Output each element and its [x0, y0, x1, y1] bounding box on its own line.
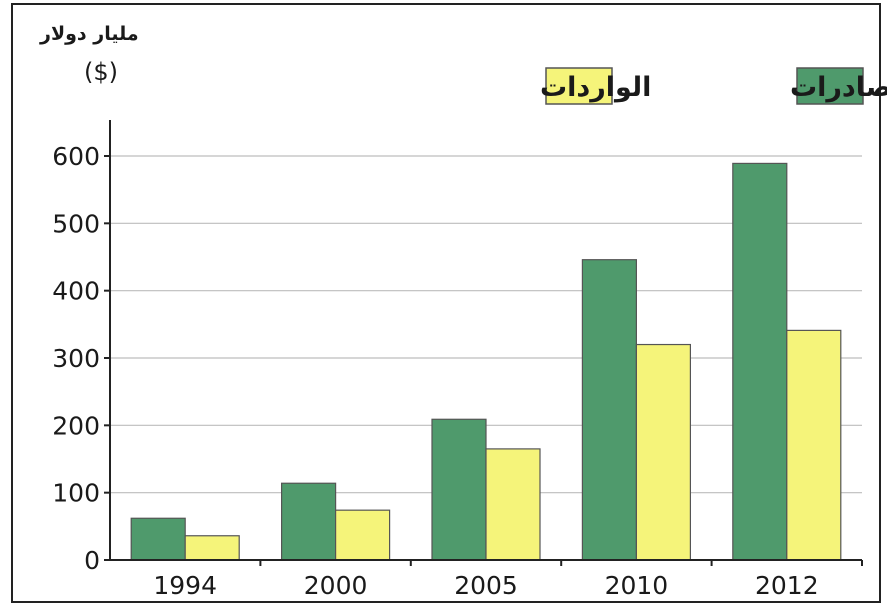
legend-swatch-exports: [796, 67, 864, 105]
y-tick-label: 0: [84, 546, 100, 575]
y-tick-label: 400: [52, 277, 100, 306]
bar-exports: [130, 517, 186, 561]
y-tick-labels: 0 100 200 300 400 500 600: [52, 142, 110, 575]
y-tick-label: 500: [52, 209, 100, 238]
x-tick-label: 2005: [454, 571, 518, 600]
y-tick-label: 200: [52, 411, 100, 440]
bar-exports: [581, 259, 638, 561]
x-tick-label: 2010: [605, 571, 669, 600]
y-axis-currency-label: ($): [84, 58, 118, 86]
legend: الصادرات الواردات: [540, 67, 887, 105]
bar-imports: [485, 448, 541, 561]
x-tick-labels: 1994 2000 2005 2010 2012: [153, 560, 863, 600]
bar-imports: [335, 509, 391, 561]
bar-imports: [786, 329, 842, 561]
bar-exports: [431, 418, 487, 561]
axes: [109, 120, 862, 561]
bar-imports: [184, 535, 240, 561]
y-tick-label: 600: [52, 142, 100, 171]
legend-swatch-imports: [545, 67, 613, 105]
y-tick-label: 100: [52, 479, 100, 508]
legend-label-exports: الصادرات: [790, 72, 887, 103]
x-tick-label: 2012: [755, 571, 819, 600]
bar-exports: [281, 482, 337, 561]
x-tick-label: 2000: [304, 571, 368, 600]
y-tick-label: 300: [52, 344, 100, 373]
y-axis-unit-label: مليار دولار: [39, 23, 139, 45]
chart-border: [11, 3, 881, 603]
legend-label-imports: الواردات: [540, 72, 651, 103]
x-tick-label: 1994: [153, 571, 217, 600]
bar-imports: [635, 343, 692, 561]
bars: [130, 162, 842, 561]
bar-exports: [732, 162, 788, 561]
